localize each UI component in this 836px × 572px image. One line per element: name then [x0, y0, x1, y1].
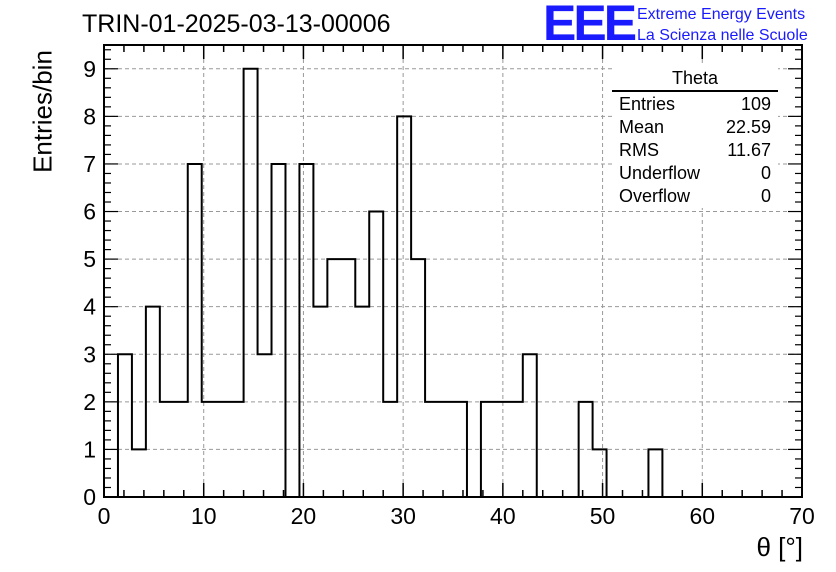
histogram-bin: [341, 259, 355, 497]
x-tick-label: 60: [689, 503, 715, 529]
x-tick-label: 30: [390, 503, 416, 529]
stats-row: Overflow 0: [612, 185, 778, 208]
stats-row: RMS 11.67: [612, 139, 778, 162]
y-axis-label: Entries/bin: [27, 50, 58, 173]
axis-ticks: [103, 45, 803, 498]
y-tick-label: 8: [83, 103, 96, 129]
brand-text: Extreme Energy Events La Scienza nelle S…: [637, 4, 808, 46]
y-tick-label: 6: [83, 199, 96, 225]
histogram-bin: [258, 354, 272, 497]
eee-logo: EEE: [543, 0, 637, 51]
brand-line-1: Extreme Energy Events: [637, 6, 806, 23]
stats-value: 0: [760, 186, 771, 206]
y-tick-label: 1: [83, 436, 96, 462]
histogram-bin: [327, 259, 341, 497]
stats-label: Underflow: [619, 163, 701, 183]
histogram-bin: [299, 164, 313, 497]
histogram-bin: [188, 164, 202, 497]
stats-row: Underflow 0: [612, 162, 778, 185]
run-title: TRIN-01-2025-03-13-00006: [82, 10, 391, 38]
x-tick-label: 40: [490, 503, 516, 529]
y-tick-label: 3: [83, 341, 96, 367]
x-tick-label: 10: [191, 503, 217, 529]
stats-label: Mean: [619, 117, 665, 137]
x-tick-label: 0: [98, 503, 111, 529]
histogram-bin: [593, 449, 607, 497]
y-tick-label: 9: [83, 56, 96, 82]
histogram-outline: [116, 67, 664, 498]
histogram-bin: [132, 449, 146, 497]
stats-row: Entries 109: [612, 93, 778, 116]
histogram-bin: [272, 164, 286, 497]
histogram-bin: [118, 354, 132, 497]
histogram-bin: [523, 354, 537, 497]
plot-frame: [103, 44, 803, 498]
tick-labels: 0 10 20 30 40 50 60 70 0 1 2 3 4 5 6 7 8 9: [83, 56, 815, 529]
stats-label: RMS: [619, 140, 659, 160]
x-tick-label: 20: [291, 503, 317, 529]
y-tick-label: 2: [83, 389, 96, 415]
stats-row: Mean 22.59: [612, 116, 778, 139]
stats-value: 11.67: [727, 140, 771, 160]
x-tick-label: 50: [590, 503, 616, 529]
stats-title: Theta: [612, 66, 778, 92]
y-tick-label: 5: [83, 246, 96, 272]
stats-label: Entries: [619, 94, 676, 114]
stats-label: Overflow: [619, 186, 691, 206]
stats-value: 109: [740, 94, 771, 114]
y-tick-label: 0: [83, 484, 96, 510]
stats-box: Theta Entries 109 Mean 22.59 RMS 11.67 U…: [612, 66, 778, 208]
stats-value: 22.59: [725, 117, 771, 137]
x-axis-label: θ [°]: [756, 532, 803, 562]
brand-line-2: La Scienza nelle Scuole: [637, 27, 808, 44]
histogram-bin: [411, 259, 425, 497]
stats-value: 0: [760, 163, 771, 183]
histogram-bin: [648, 449, 662, 497]
y-tick-label: 4: [83, 294, 96, 320]
x-tick-label: 70: [789, 503, 815, 529]
histogram-bin: [244, 69, 258, 497]
y-tick-label: 7: [83, 151, 96, 177]
